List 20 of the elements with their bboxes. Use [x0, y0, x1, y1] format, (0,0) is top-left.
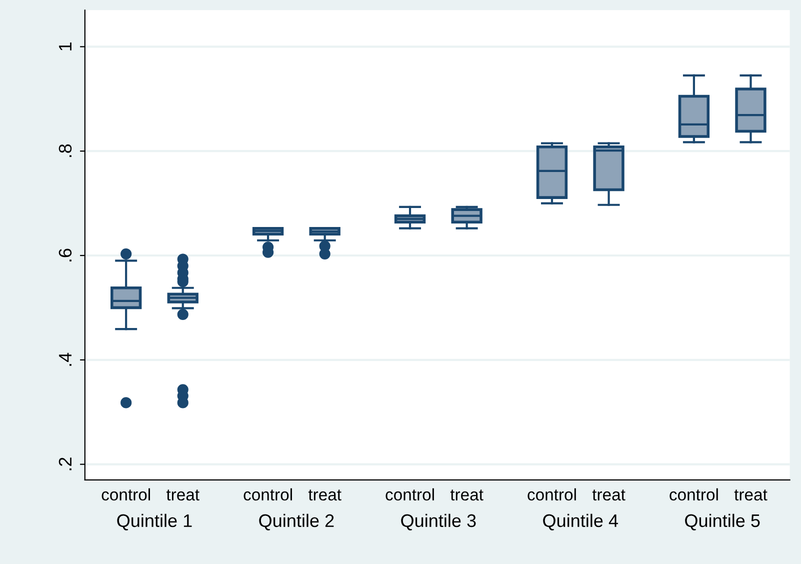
y-tick-label: .4 — [59, 352, 72, 366]
text: Quintile 4 — [543, 514, 618, 530]
text: Quintile 3 — [401, 514, 476, 530]
text: Quintile 1 — [117, 514, 192, 530]
x-tick-label: control — [102, 488, 150, 501]
x-tick-label: treat — [734, 490, 768, 501]
y-tick-label: 1 — [59, 42, 72, 50]
text: Quintile 2 — [259, 514, 334, 530]
y-tick-label: .8 — [58, 144, 72, 157]
x-tick-label: control — [528, 488, 576, 501]
x-tick-label: treat — [308, 490, 342, 501]
text: Quintile 5 — [685, 514, 760, 530]
x-tick-label: treat — [592, 490, 626, 501]
y-tick-label: .6 — [58, 248, 72, 262]
x-tick-label: control — [670, 488, 718, 501]
x-tick-label: treat — [450, 490, 484, 501]
x-tick-label: control — [244, 488, 292, 501]
x-tick-label: treat — [166, 490, 200, 501]
x-tick-label: control — [386, 488, 434, 501]
y-tick-label: .2 — [58, 458, 72, 470]
